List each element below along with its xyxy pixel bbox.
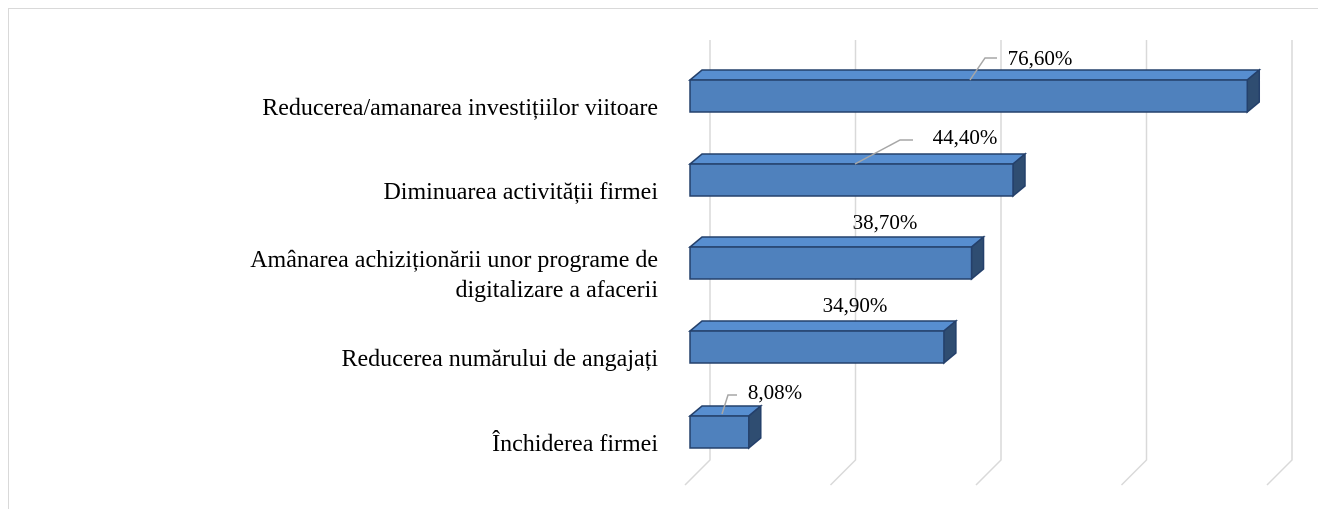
category-label: Reducerea/amanarea investițiilor viitoar… [262, 95, 658, 121]
category-label: Amânarea achiziționării unor programe de… [250, 247, 658, 303]
bar-front [689, 330, 945, 364]
data-label: 8,08% [748, 380, 802, 404]
bar [687, 404, 763, 450]
bar [687, 319, 958, 365]
bar-top [687, 320, 958, 332]
data-label: 38,70% [853, 210, 918, 234]
data-label: 76,60% [1008, 46, 1073, 70]
bar [687, 235, 986, 281]
bar-front [689, 415, 750, 449]
grid-line [1266, 40, 1293, 486]
chart-border [8, 8, 1318, 509]
bar-front [689, 246, 973, 280]
bar [687, 152, 1028, 198]
bar [687, 68, 1262, 114]
bar-top [687, 236, 986, 248]
leader-line [969, 57, 997, 81]
category-label: Diminuarea activității firmei [383, 179, 658, 205]
grid-line [1120, 40, 1148, 486]
data-label: 34,90% [823, 293, 888, 317]
bar-front [689, 79, 1249, 113]
bar-front [689, 163, 1014, 197]
leader-line [721, 394, 737, 415]
category-label: Închiderea firmei [492, 431, 658, 457]
category-label: Reducerea numărului de angajați [341, 346, 658, 372]
data-label: 44,40% [933, 125, 998, 149]
leader-line [854, 139, 913, 165]
bar-top [687, 69, 1262, 81]
